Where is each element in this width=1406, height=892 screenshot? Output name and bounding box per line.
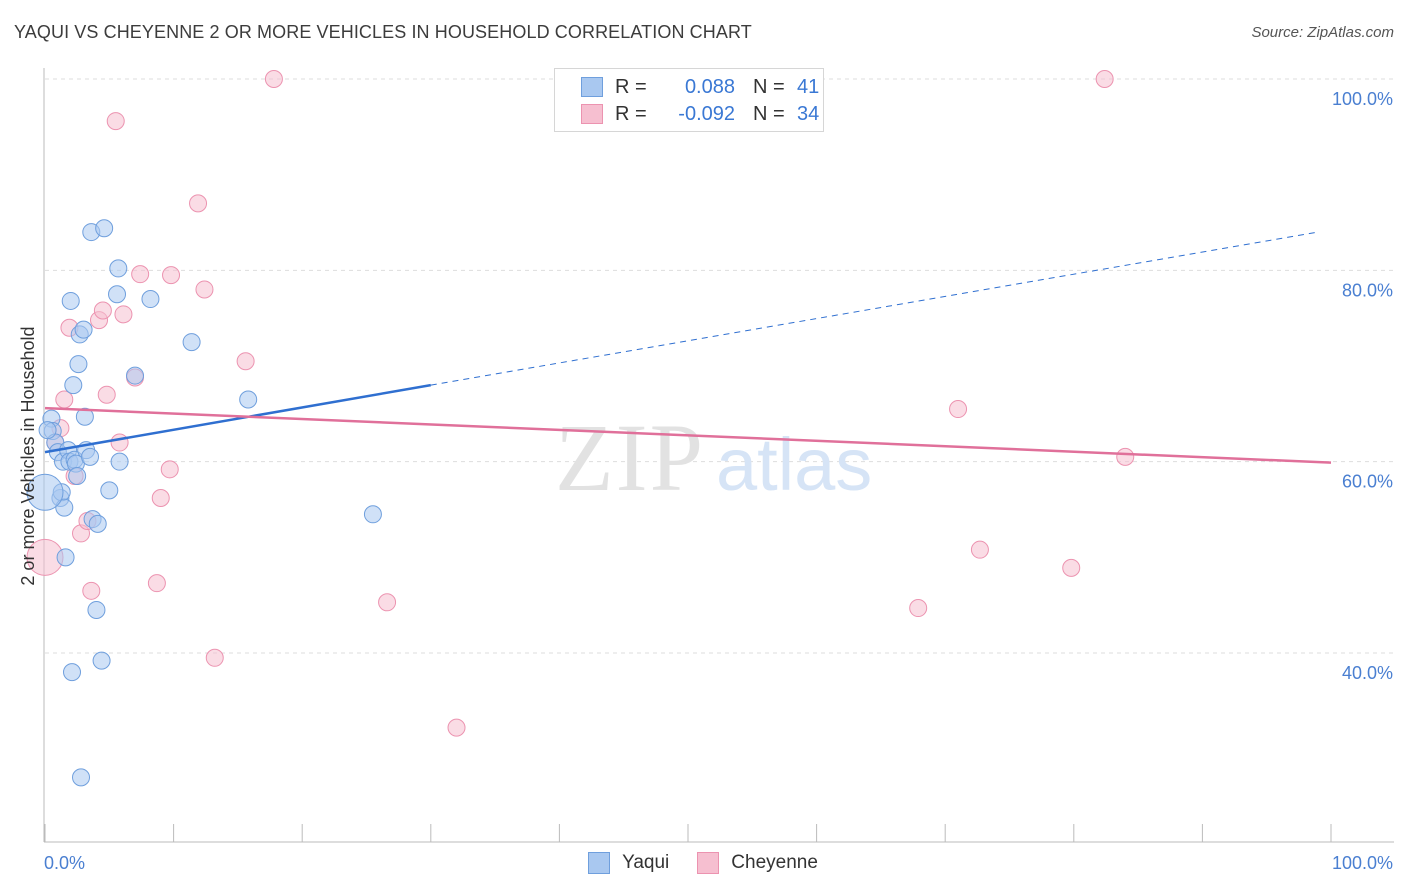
yaqui-point	[109, 259, 128, 278]
cheyenne-point	[93, 301, 112, 320]
legend-r-label: R =	[615, 75, 647, 98]
legend-r-value: -0.092	[678, 102, 735, 125]
yaqui-point	[95, 219, 114, 238]
cheyenne-point	[909, 599, 928, 618]
cheyenne-point	[162, 266, 181, 285]
legend-n-label: N =	[753, 75, 785, 98]
y-tick-label: 40.0%	[1342, 663, 1393, 683]
yaqui-point	[141, 290, 160, 309]
yaqui-point	[182, 333, 201, 352]
yaqui-point	[68, 467, 87, 486]
cheyenne-point	[97, 385, 116, 404]
yaqui-point	[88, 514, 107, 533]
watermark-zip: ZIP	[555, 404, 705, 511]
yaqui-trend-extension	[430, 231, 1319, 386]
cheyenne-point	[447, 718, 466, 737]
yaqui-trend-line	[44, 383, 432, 454]
legend-row-cheyenne: R = -0.092 N = 34	[581, 102, 819, 126]
yaqui-point	[72, 768, 91, 787]
yaqui-point	[110, 452, 129, 471]
yaqui-point	[100, 481, 119, 500]
legend-n-label: N =	[753, 102, 785, 125]
cheyenne-point	[82, 581, 101, 600]
yaqui-point	[108, 285, 127, 304]
cheyenne-point	[114, 305, 133, 324]
cheyenne-point	[106, 112, 125, 131]
legend-r-value: 0.088	[684, 75, 735, 98]
cheyenne-point	[205, 648, 224, 667]
cheyenne-point	[378, 593, 397, 612]
y-tick-label: 100.0%	[1332, 89, 1393, 109]
legend-row-yaqui: R = 0.088 N = 41	[581, 75, 819, 99]
legend-n-value: 34	[797, 102, 820, 125]
yaqui-point	[126, 366, 145, 385]
yaqui-point	[38, 421, 57, 440]
yaqui-point	[26, 473, 64, 511]
yaqui-point	[239, 390, 258, 409]
yaqui-point	[87, 600, 106, 619]
cheyenne-point	[236, 352, 255, 371]
legend-n-value: 41	[797, 75, 820, 98]
tick-labels: 40.0% 60.0% 80.0% 100.0% 0.0% 100.0%	[44, 89, 1393, 873]
legend-r-label: R =	[615, 102, 647, 125]
yaqui-point	[92, 651, 111, 670]
cheyenne-point	[151, 489, 170, 508]
yaqui-legend-swatch	[588, 852, 611, 874]
yaqui-point	[64, 376, 83, 395]
correlation-legend: R = 0.088 N = 41 R = -0.092 N = 34	[554, 68, 824, 132]
yaqui-legend-label: Yaqui	[622, 852, 670, 873]
x-tick-label: 0.0%	[44, 853, 85, 873]
watermark-atlas: atlas	[716, 423, 872, 506]
cheyenne-legend-swatch	[697, 852, 720, 874]
cheyenne-swatch	[581, 104, 603, 124]
trend-lines	[44, 231, 1332, 464]
yaqui-point	[56, 548, 75, 567]
source-label: Source: ZipAtlas.com	[1251, 24, 1394, 41]
axes	[43, 68, 1394, 843]
y-tick-label: 80.0%	[1342, 280, 1393, 300]
cheyenne-point	[949, 400, 968, 419]
yaqui-point	[74, 320, 93, 339]
cheyenne-point	[131, 265, 150, 284]
y-axis-label: 2 or more Vehicles in Household	[18, 326, 38, 585]
yaqui-points	[26, 219, 382, 787]
cheyenne-point	[1095, 70, 1114, 88]
cheyenne-trend-line	[44, 406, 1332, 464]
legend-item-cheyenne[interactable]: Cheyenne	[697, 852, 818, 874]
yaqui-point	[75, 407, 94, 426]
cheyenne-point	[160, 460, 179, 479]
legend-item-yaqui[interactable]: Yaqui	[588, 852, 669, 874]
yaqui-swatch	[581, 77, 603, 97]
y-tick-label: 60.0%	[1342, 472, 1393, 492]
yaqui-point	[363, 505, 382, 524]
cheyenne-point	[195, 280, 214, 299]
series-legend: Yaqui Cheyenne	[0, 852, 1406, 874]
cheyenne-point	[264, 70, 283, 88]
cheyenne-point	[110, 433, 129, 452]
cheyenne-point	[1062, 558, 1081, 577]
yaqui-point	[63, 663, 82, 682]
yaqui-point	[81, 447, 100, 466]
cheyenne-point	[970, 540, 989, 559]
cheyenne-point	[189, 194, 208, 213]
cheyenne-point	[147, 574, 166, 593]
cheyenne-legend-label: Cheyenne	[731, 852, 818, 873]
cheyenne-point	[1116, 447, 1135, 466]
chart-title: YAQUI VS CHEYENNE 2 OR MORE VEHICLES IN …	[14, 22, 752, 42]
yaqui-point	[69, 355, 88, 374]
yaqui-point	[61, 291, 80, 310]
x-tick-label: 100.0%	[1332, 853, 1393, 873]
yaqui-point	[55, 498, 74, 517]
